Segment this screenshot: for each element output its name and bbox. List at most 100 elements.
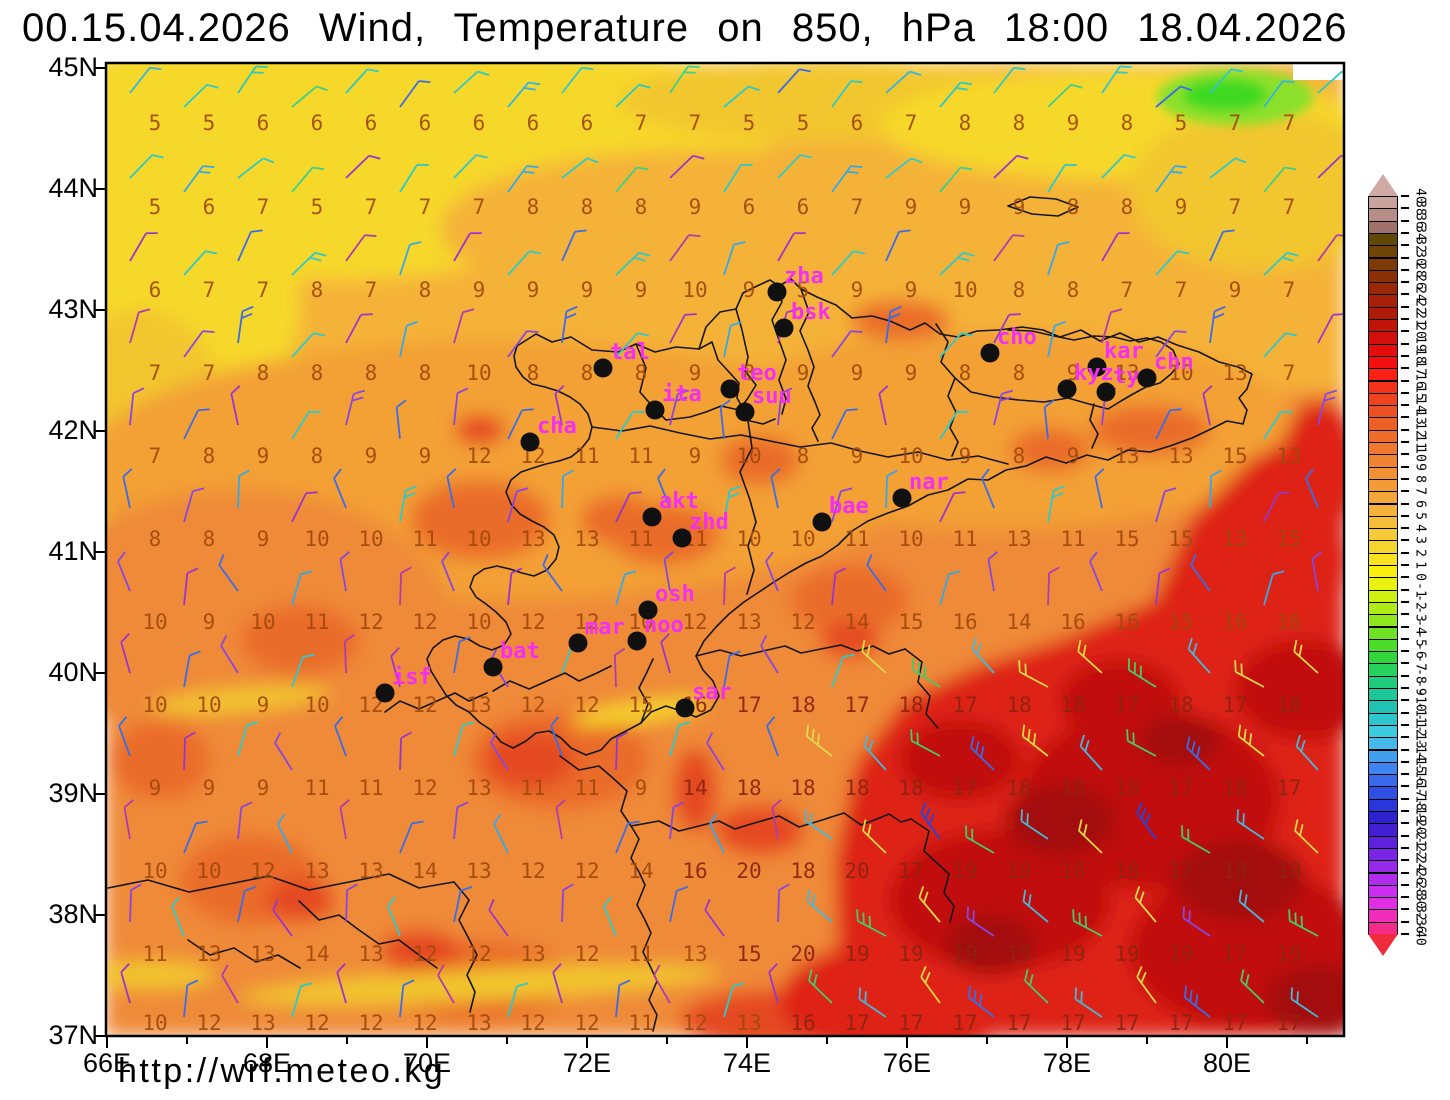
temp-value: 7 (1121, 278, 1134, 302)
lon-tick (586, 1037, 588, 1048)
colorbar-label: 5 (1412, 511, 1428, 520)
temp-value: 11 (844, 527, 869, 551)
colorbar-tick (1401, 810, 1409, 812)
wind-barb (453, 886, 472, 923)
temp-value: 9 (851, 361, 864, 385)
colorbar-segment (1368, 626, 1398, 640)
wind-barb (339, 551, 350, 592)
temp-value: 17 (736, 693, 761, 717)
wind-barb (804, 809, 833, 840)
temp-value: 10 (142, 693, 167, 717)
wind-barb (555, 799, 566, 840)
city-dot (642, 507, 662, 527)
wind-barb (911, 658, 941, 688)
temp-value: 7 (203, 278, 216, 302)
temp-value: 19 (898, 942, 923, 966)
wind-barb (1263, 570, 1285, 606)
wind-barb (399, 163, 429, 193)
temp-value: 9 (203, 610, 216, 634)
temp-value: 12 (682, 1011, 707, 1035)
colorbar-segment (1368, 306, 1398, 320)
temp-value: 19 (1006, 942, 1031, 966)
temp-value: 18 (736, 776, 761, 800)
wind-barb (399, 979, 415, 1018)
lon-minor-tick (1306, 1037, 1308, 1044)
wind-barb (1101, 308, 1123, 344)
lat-tick (95, 1035, 106, 1037)
wind-barb (1047, 163, 1077, 193)
wind-barb (1047, 321, 1066, 358)
wind-barb (550, 716, 563, 757)
wind-barb (866, 554, 887, 592)
wind-barb (1263, 410, 1293, 440)
temp-value: 17 (1222, 1011, 1247, 1035)
wind-barb (1155, 330, 1187, 358)
wind-barb (1263, 251, 1299, 276)
temp-value: 18 (1006, 859, 1031, 883)
lon-minor-tick (826, 1037, 828, 1044)
temp-value: 12 (682, 610, 707, 634)
temperature-fill-layer (105, 62, 1345, 1037)
temp-value: 16 (1222, 610, 1247, 634)
wind-barb (561, 229, 587, 262)
wind-barb (1047, 485, 1065, 523)
temp-value: 19 (952, 942, 977, 966)
wind-barb (939, 332, 974, 358)
colorbar-tick (1401, 539, 1409, 542)
wind-barb (885, 469, 898, 509)
temp-value: 9 (473, 278, 486, 302)
wind-barb (183, 330, 215, 358)
temp-value: 16 (682, 859, 707, 883)
temp-value: 7 (1283, 361, 1296, 385)
wind-barb (345, 154, 381, 179)
wind-barb (723, 321, 742, 358)
temp-value: 20 (844, 859, 869, 883)
wind-barb (663, 551, 674, 592)
temp-value: 20 (790, 942, 815, 966)
lon-tick (106, 1037, 108, 1048)
wind-barb (660, 633, 671, 674)
lon-tick (1226, 1037, 1228, 1048)
colorbar-tick (1401, 330, 1409, 333)
wind-barb (993, 154, 1029, 179)
wind-barb (291, 491, 318, 523)
city-dot (1057, 379, 1077, 399)
wind-barb (806, 889, 833, 923)
colorbar-tick (1401, 600, 1409, 603)
city-dot (767, 282, 787, 302)
temp-value: 7 (1283, 278, 1296, 302)
wind-barb (291, 166, 325, 193)
wind-barb (1317, 234, 1345, 262)
colorbar-label: 0 (1412, 573, 1428, 582)
wind-barb (1305, 468, 1319, 509)
wind-barb (831, 653, 855, 688)
lat-tick (95, 309, 106, 311)
temp-value: 7 (905, 111, 918, 135)
temp-value: 11 (574, 776, 599, 800)
wind-barb (237, 469, 250, 509)
colorbar-label: 9 (1412, 462, 1428, 471)
temp-value: 6 (851, 111, 864, 135)
temp-value: 8 (635, 195, 648, 219)
temp-value: 9 (419, 444, 432, 468)
temp-value: 17 (898, 859, 923, 883)
wind-barb (1136, 966, 1157, 1004)
colorbar-tick (1401, 625, 1409, 628)
temp-value: 8 (797, 444, 810, 468)
colorbar-segment (1368, 257, 1398, 271)
wind-barb (507, 487, 529, 523)
wind-barb (230, 385, 241, 426)
wind-barb (1317, 313, 1345, 344)
wind-barb (1295, 734, 1319, 771)
temp-value: 15 (628, 693, 653, 717)
colorbar-tick (1401, 453, 1409, 456)
city-label: bat (500, 639, 540, 664)
temp-value: 5 (311, 195, 324, 219)
temp-value: 18 (790, 859, 815, 883)
colorbar-segment (1368, 638, 1398, 653)
temp-value: 7 (365, 278, 378, 302)
colorbar-tick (1401, 748, 1409, 751)
colorbar-segment (1368, 847, 1398, 862)
region-borders (107, 196, 1253, 1032)
temp-value: 9 (149, 776, 162, 800)
